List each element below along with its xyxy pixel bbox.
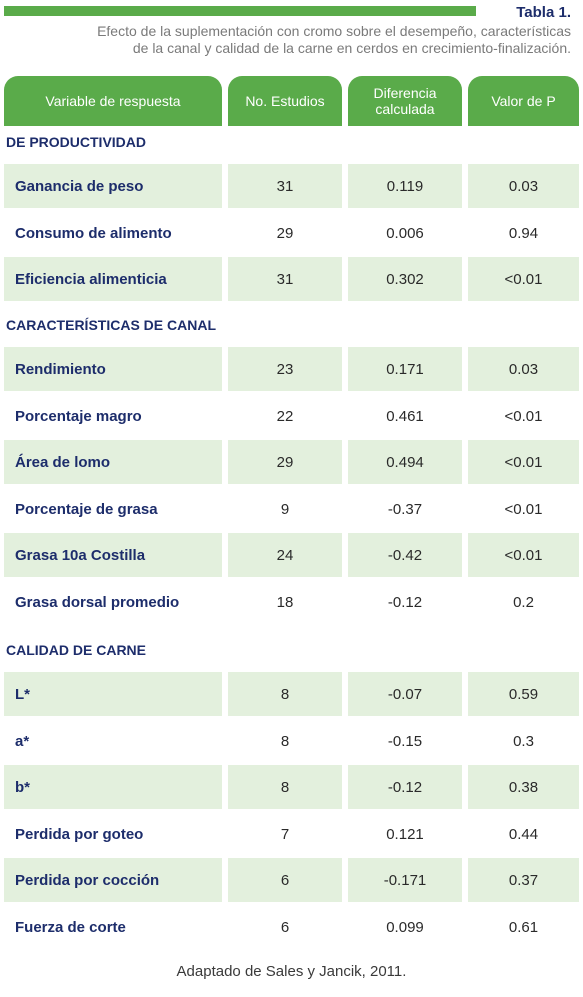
- table-row: Grasa dorsal promedio 18 -0.12 0.2: [0, 580, 583, 624]
- pvalue-cell: <0.01: [468, 394, 579, 438]
- difference-cell: -0.07: [348, 672, 462, 716]
- pvalue-cell: 0.03: [468, 164, 579, 208]
- studies-cell: 23: [228, 347, 342, 391]
- pvalue-cell: 0.37: [468, 858, 579, 902]
- variable-cell: Fuerza de corte: [4, 905, 222, 949]
- difference-cell: 0.461: [348, 394, 462, 438]
- variable-cell: Porcentaje de grasa: [4, 487, 222, 531]
- table-row: Perdida por cocción 6 -0.171 0.37: [0, 858, 583, 902]
- pvalue-cell: <0.01: [468, 257, 579, 301]
- pvalue-cell: 0.03: [468, 347, 579, 391]
- variable-cell: Rendimiento: [4, 347, 222, 391]
- difference-cell: 0.006: [348, 211, 462, 255]
- variable-cell: Área de lomo: [4, 440, 222, 484]
- studies-cell: 8: [228, 719, 342, 763]
- pvalue-cell: 0.3: [468, 719, 579, 763]
- pvalue-cell: 0.38: [468, 765, 579, 809]
- difference-cell: 0.302: [348, 257, 462, 301]
- table-row: Perdida por goteo 7 0.121 0.44: [0, 812, 583, 856]
- pvalue-cell: <0.01: [468, 533, 579, 577]
- variable-cell: Porcentaje magro: [4, 394, 222, 438]
- studies-cell: 6: [228, 905, 342, 949]
- variable-cell: Grasa dorsal promedio: [4, 580, 222, 624]
- studies-cell: 8: [228, 765, 342, 809]
- table-row: Grasa 10a Costilla 24 -0.42 <0.01: [0, 533, 583, 577]
- variable-cell: Perdida por goteo: [4, 812, 222, 856]
- pvalue-cell: <0.01: [468, 440, 579, 484]
- variable-cell: b*: [4, 765, 222, 809]
- studies-cell: 24: [228, 533, 342, 577]
- table-row: Rendimiento 23 0.171 0.03: [0, 347, 583, 391]
- section-heading: CARACTERÍSTICAS DE CANAL: [6, 317, 216, 333]
- studies-cell: 31: [228, 164, 342, 208]
- variable-cell: Ganancia de peso: [4, 164, 222, 208]
- studies-cell: 29: [228, 211, 342, 255]
- difference-cell: -0.12: [348, 765, 462, 809]
- table-row: Ganancia de peso 31 0.119 0.03: [0, 164, 583, 208]
- table-caption: Efecto de la suplementación con cromo so…: [8, 23, 571, 57]
- studies-cell: 7: [228, 812, 342, 856]
- difference-cell: -0.15: [348, 719, 462, 763]
- variable-cell: Grasa 10a Costilla: [4, 533, 222, 577]
- pvalue-cell: <0.01: [468, 487, 579, 531]
- pvalue-cell: 0.94: [468, 211, 579, 255]
- difference-cell: -0.37: [348, 487, 462, 531]
- caption-line: Efecto de la suplementación con cromo so…: [97, 23, 571, 39]
- difference-cell: 0.171: [348, 347, 462, 391]
- table-row: Eficiencia alimenticia 31 0.302 <0.01: [0, 257, 583, 301]
- studies-cell: 18: [228, 580, 342, 624]
- variable-cell: L*: [4, 672, 222, 716]
- difference-cell: 0.099: [348, 905, 462, 949]
- source-footer: Adaptado de Sales y Jancik, 2011.: [176, 963, 407, 980]
- studies-cell: 9: [228, 487, 342, 531]
- column-header-pvalue: Valor de P: [468, 76, 579, 126]
- pvalue-cell: 0.44: [468, 812, 579, 856]
- section-heading: DE PRODUCTIVIDAD: [6, 134, 147, 150]
- table-row: b* 8 -0.12 0.38: [0, 765, 583, 809]
- difference-cell: -0.42: [348, 533, 462, 577]
- studies-cell: 8: [228, 672, 342, 716]
- studies-cell: 29: [228, 440, 342, 484]
- difference-cell: 0.119: [348, 164, 462, 208]
- studies-cell: 31: [228, 257, 342, 301]
- table-row: Consumo de alimento 29 0.006 0.94: [0, 211, 583, 255]
- variable-cell: Perdida por cocción: [4, 858, 222, 902]
- table-row: a* 8 -0.15 0.3: [0, 719, 583, 763]
- pvalue-cell: 0.61: [468, 905, 579, 949]
- difference-cell: -0.12: [348, 580, 462, 624]
- variable-cell: a*: [4, 719, 222, 763]
- pvalue-cell: 0.2: [468, 580, 579, 624]
- caption-line: de la canal y calidad de la carne en cer…: [132, 40, 571, 56]
- pvalue-cell: 0.59: [468, 672, 579, 716]
- column-header-studies: No. Estudios: [228, 76, 342, 126]
- column-header-difference: Diferencia calculada: [348, 76, 462, 126]
- studies-cell: 22: [228, 394, 342, 438]
- table-row: Fuerza de corte 6 0.099 0.61: [0, 905, 583, 949]
- table-row: Porcentaje magro 22 0.461 <0.01: [0, 394, 583, 438]
- column-header-variable: Variable de respuesta: [4, 76, 222, 126]
- variable-cell: Consumo de alimento: [4, 211, 222, 255]
- table-row: L* 8 -0.07 0.59: [0, 672, 583, 716]
- title-bar: [4, 6, 476, 16]
- table-row: Porcentaje de grasa 9 -0.37 <0.01: [0, 487, 583, 531]
- difference-cell: 0.121: [348, 812, 462, 856]
- difference-cell: 0.494: [348, 440, 462, 484]
- variable-cell: Eficiencia alimenticia: [4, 257, 222, 301]
- section-heading: CALIDAD DE CARNE: [6, 642, 146, 658]
- table-row: Área de lomo 29 0.494 <0.01: [0, 440, 583, 484]
- table-label: Tabla 1.: [516, 4, 571, 21]
- studies-cell: 6: [228, 858, 342, 902]
- difference-cell: -0.171: [348, 858, 462, 902]
